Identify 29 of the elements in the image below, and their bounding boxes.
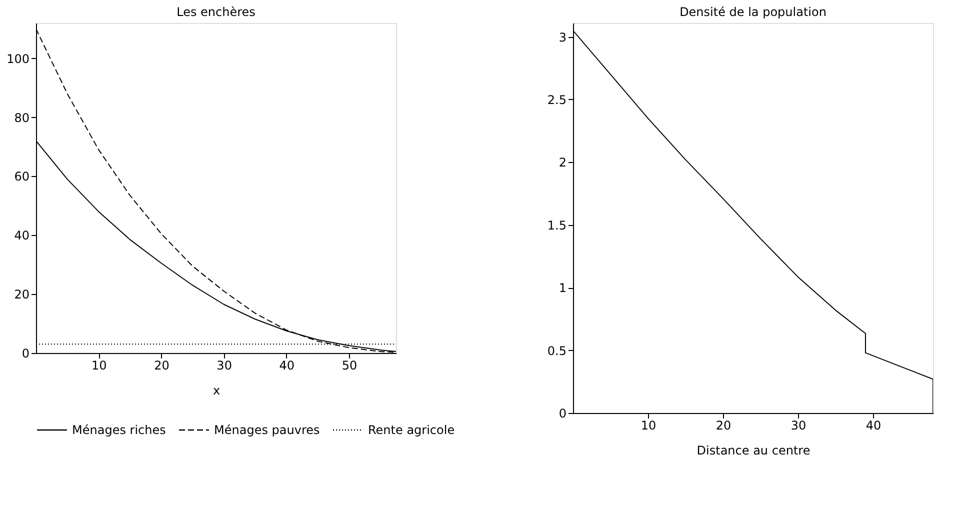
y-tick-label: 2.5 [547, 92, 566, 107]
legend-label: Ménages pauvres [214, 423, 320, 437]
x-tick-label: 40 [279, 358, 295, 372]
y-tick-label: 0 [22, 346, 30, 360]
y-tick-label: 3 [558, 30, 566, 44]
y-tick-label: 0 [558, 406, 566, 420]
y-tick-label: 40 [14, 228, 30, 243]
chart-title: Densité de la population [680, 5, 826, 19]
legend-label: Ménages riches [72, 423, 166, 437]
x-tick-label: 10 [91, 358, 107, 372]
x-axis-title: x [212, 384, 220, 398]
x-tick-label: 20 [716, 418, 732, 432]
x-tick-label: 30 [790, 418, 806, 432]
x-tick-label: 30 [216, 358, 232, 372]
x-axis-title: Distance au centre [696, 444, 810, 458]
y-tick-label: 20 [14, 288, 30, 302]
chart-title: Les enchères [176, 5, 256, 19]
y-tick-label: 0.5 [547, 344, 566, 358]
x-tick-label: 20 [154, 358, 170, 372]
x-tick-label: 50 [342, 358, 358, 372]
x-tick-label: 40 [866, 418, 882, 432]
y-tick-label: 2 [558, 156, 566, 170]
y-tick-label: 60 [14, 170, 30, 184]
legend-label: Rente agricole [368, 423, 455, 437]
y-tick-label: 1 [558, 281, 566, 296]
y-tick-label: 100 [6, 52, 30, 66]
x-tick-label: 10 [640, 418, 656, 432]
y-tick-label: 80 [14, 110, 30, 125]
y-tick-label: 1.5 [547, 218, 566, 232]
